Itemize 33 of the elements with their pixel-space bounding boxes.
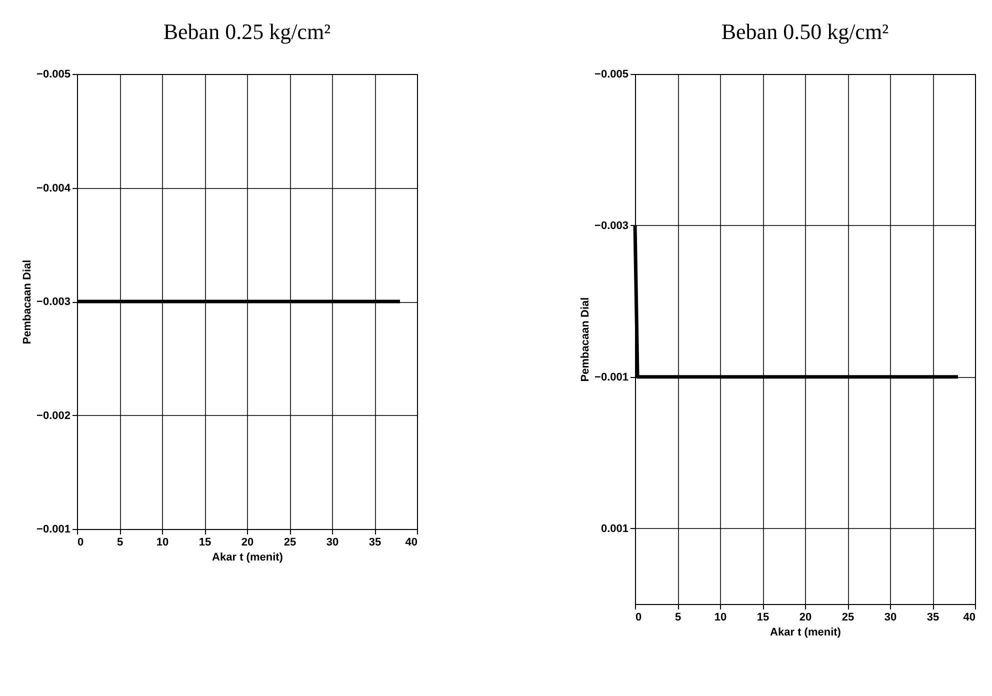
x-tick-label: 40 [963,612,976,624]
x-tick-label: 20 [799,612,812,624]
y-tick-label: −0.004 [36,182,72,194]
x-tick-label: 15 [198,536,212,548]
y-tick-label: 0.001 [600,522,628,535]
y-tick-label: −0.005 [594,68,628,80]
x-tick-label: 30 [884,612,897,624]
x-tick-label: 5 [116,536,124,548]
y-tick-label: −0.003 [594,220,628,232]
x-axis-title: Akar t (menit) [770,626,842,638]
x-tick-label: 30 [326,536,339,548]
x-tick-label: 5 [674,612,682,624]
x-tick-label: 20 [241,536,254,548]
x-tick-label: 15 [756,612,770,624]
x-tick-label: 25 [284,536,296,548]
x-tick-label: 0 [78,536,84,548]
y-tick-label: −0.002 [36,410,70,422]
chart-title: Beban 0.25 kg/cm² [163,19,332,44]
x-tick-label: 10 [156,536,169,548]
x-tick-label: 35 [368,536,382,548]
x-tick-label: 40 [405,536,418,548]
x-tick-label: 10 [714,612,727,624]
x-tick-label: 25 [842,612,854,624]
y-axis-title: Pembacaan Dial [580,297,592,382]
chart-title: Beban 0.50 kg/cm² [721,19,890,44]
y-tick-label: −0.003 [36,296,70,308]
x-tick-label: 35 [926,612,940,624]
y-tick-label: −0.001 [36,524,70,536]
y-tick-label: −0.001 [594,371,628,384]
x-axis-title: Akar t (menit) [212,552,284,564]
x-tick-label: 0 [636,612,642,624]
y-tick-label: −0.005 [36,68,70,80]
y-axis-title: Pembacaan Dial [22,260,34,344]
